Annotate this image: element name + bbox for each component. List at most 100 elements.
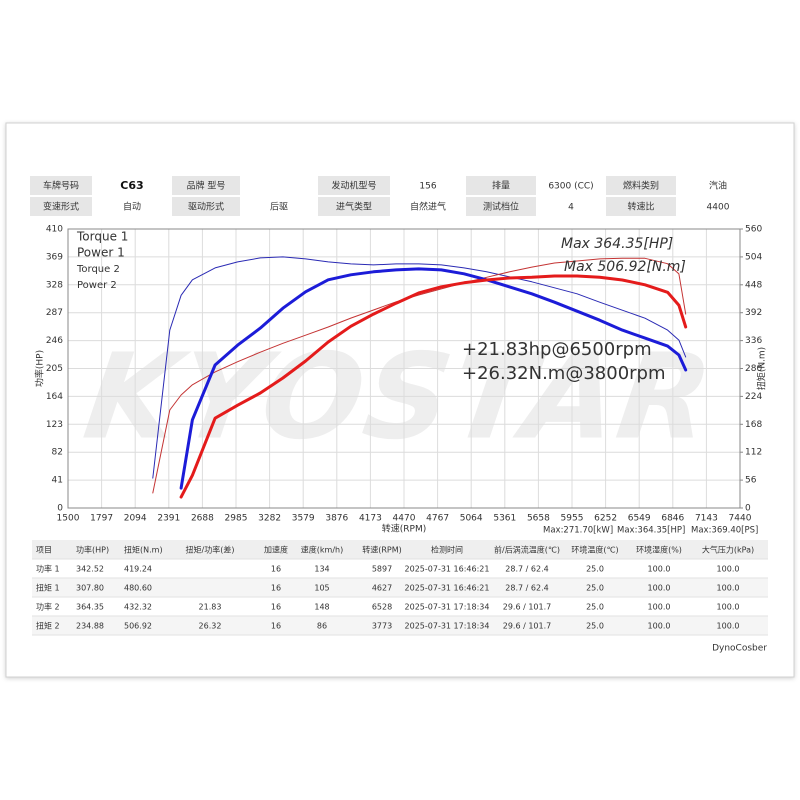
header-label-cell xyxy=(30,197,92,216)
table-cell: 6528 xyxy=(372,603,392,612)
table-cell: 16 xyxy=(271,603,281,612)
header-label-cell xyxy=(318,197,390,216)
header-label: 排量 xyxy=(492,180,510,192)
y2-tick-label: 0 xyxy=(745,504,751,514)
header-value: 6300 (CC) xyxy=(548,182,593,192)
y-tick-label: 287 xyxy=(46,308,63,318)
y-tick-label: 82 xyxy=(52,448,63,458)
header: 车牌号码 C63 品牌 型号 发动机型号 156 排量 6300 (CC) 燃料类别 汽油变速形… xyxy=(30,176,730,216)
table-cell: 25.0 xyxy=(586,584,604,593)
legend-entry: Power 2 xyxy=(77,280,117,291)
y-tick-label: 410 xyxy=(46,225,63,235)
y-tick-label: 41 xyxy=(52,476,63,486)
x-tick-label: 5064 xyxy=(460,514,483,524)
table-header: 大气压力(kPa) xyxy=(702,545,754,555)
header-value: 后驱 xyxy=(270,202,288,213)
legend-entry: Power 1 xyxy=(77,246,125,260)
y2-tick-label: 280 xyxy=(745,364,762,374)
table-header: 扭矩(N.m) xyxy=(124,545,163,555)
table-cell: 功率 1 xyxy=(36,564,60,574)
header-label: 变速形式 xyxy=(43,201,79,213)
x-tick-label: 1797 xyxy=(90,514,113,524)
table-cell: 100.0 xyxy=(717,622,740,631)
x-tick-label: 3579 xyxy=(292,514,315,524)
series-line xyxy=(152,257,687,494)
header-label-cell xyxy=(318,176,390,195)
table-cell: 100.0 xyxy=(648,603,671,612)
x-tick-label: 6252 xyxy=(594,514,617,524)
y-tick-label: 0 xyxy=(57,504,63,514)
legend-entry: Torque 1 xyxy=(76,230,128,244)
table-cell: 342.52 xyxy=(76,565,104,574)
header-label-cell xyxy=(466,176,536,195)
header-label: 车牌号码 xyxy=(43,180,79,192)
x-tick-label: 3282 xyxy=(258,514,281,524)
table-cell: 364.35 xyxy=(76,603,104,612)
table-header: 转速(RPM) xyxy=(362,545,402,555)
table-cell: 4627 xyxy=(372,584,392,593)
x-tick-label: 5658 xyxy=(527,514,550,524)
header-label: 燃料类别 xyxy=(623,180,659,192)
table-cell: 432.32 xyxy=(124,603,152,612)
table-cell: 234.88 xyxy=(76,622,104,631)
header-label: 进气类型 xyxy=(336,201,372,213)
y2-tick-label: 336 xyxy=(745,336,762,346)
series-line xyxy=(152,256,687,479)
x-tick-label: 2094 xyxy=(124,514,147,524)
header-label-cell xyxy=(172,176,240,195)
table-cell: 86 xyxy=(317,622,327,631)
table-row-bg xyxy=(32,578,768,597)
y-tick-label: 328 xyxy=(46,280,63,290)
result-table: 项目 功率(HP) 扭矩(N.m) 扭矩/功率(差) 加速度 速度(km/h) 转速(RPM… xyxy=(32,540,768,636)
series-line xyxy=(179,267,688,490)
table-cell: 148 xyxy=(314,603,329,612)
table-cell: 16 xyxy=(271,584,281,593)
y-tick-label: 205 xyxy=(46,364,63,374)
table-cell: 28.7 / 62.4 xyxy=(505,565,548,574)
y2-tick-label: 224 xyxy=(745,392,762,402)
y-axis-label: 功率(HP) xyxy=(34,350,46,387)
table-cell: 25.0 xyxy=(586,603,604,612)
table-cell: 134 xyxy=(314,565,329,574)
table-row-bg xyxy=(32,616,768,635)
table-cell: 21.83 xyxy=(199,603,222,612)
table-cell: 扭矩 1 xyxy=(36,583,60,593)
table-cell: 2025-07-31 16:46:21 xyxy=(405,584,490,593)
y2-tick-label: 112 xyxy=(745,448,762,458)
x-tick-label: 7440 xyxy=(729,514,752,524)
y-tick-label: 123 xyxy=(46,420,63,430)
table-cell: 功率 2 xyxy=(36,602,60,612)
header-label: 品牌 型号 xyxy=(187,180,226,192)
plot-frame xyxy=(67,228,741,509)
table-cell: 29.6 / 101.7 xyxy=(503,622,552,631)
table-cell: 2025-07-31 16:46:21 xyxy=(405,565,490,574)
legend-entry: Torque 2 xyxy=(76,264,120,275)
table-cell: 100.0 xyxy=(648,622,671,631)
header-label-cell xyxy=(606,197,676,216)
header-value: 4400 xyxy=(707,203,730,213)
header-value: 汽油 xyxy=(709,180,727,192)
table-cell: 3773 xyxy=(372,622,392,631)
header-label: 发动机型号 xyxy=(331,180,376,192)
header-value: 4 xyxy=(568,203,574,213)
x-tick-label: 3876 xyxy=(325,514,348,524)
footer: DynoCosber xyxy=(712,644,767,654)
x-tick-label: 5361 xyxy=(493,514,516,524)
header-value: C63 xyxy=(120,179,143,192)
header-label-cell xyxy=(466,197,536,216)
x-tick-label: 4470 xyxy=(393,514,416,524)
table-header: 扭矩/功率(差) xyxy=(186,545,235,555)
x-axis-label: 转速(RPM) xyxy=(382,523,426,535)
series-line xyxy=(179,274,688,499)
table-cell: 419.24 xyxy=(124,565,152,574)
max-label: Max:364.35[HP] xyxy=(617,526,685,536)
y2-tick-label: 560 xyxy=(745,225,762,235)
table-cell: 25.0 xyxy=(586,622,604,631)
table-cell: 16 xyxy=(271,622,281,631)
table-header: 检测时间 xyxy=(431,545,463,555)
y2-tick-label: 448 xyxy=(745,280,762,290)
table-cell: 28.7 / 62.4 xyxy=(505,584,548,593)
table-cell: 16 xyxy=(271,565,281,574)
y2-tick-label: 168 xyxy=(745,420,762,430)
